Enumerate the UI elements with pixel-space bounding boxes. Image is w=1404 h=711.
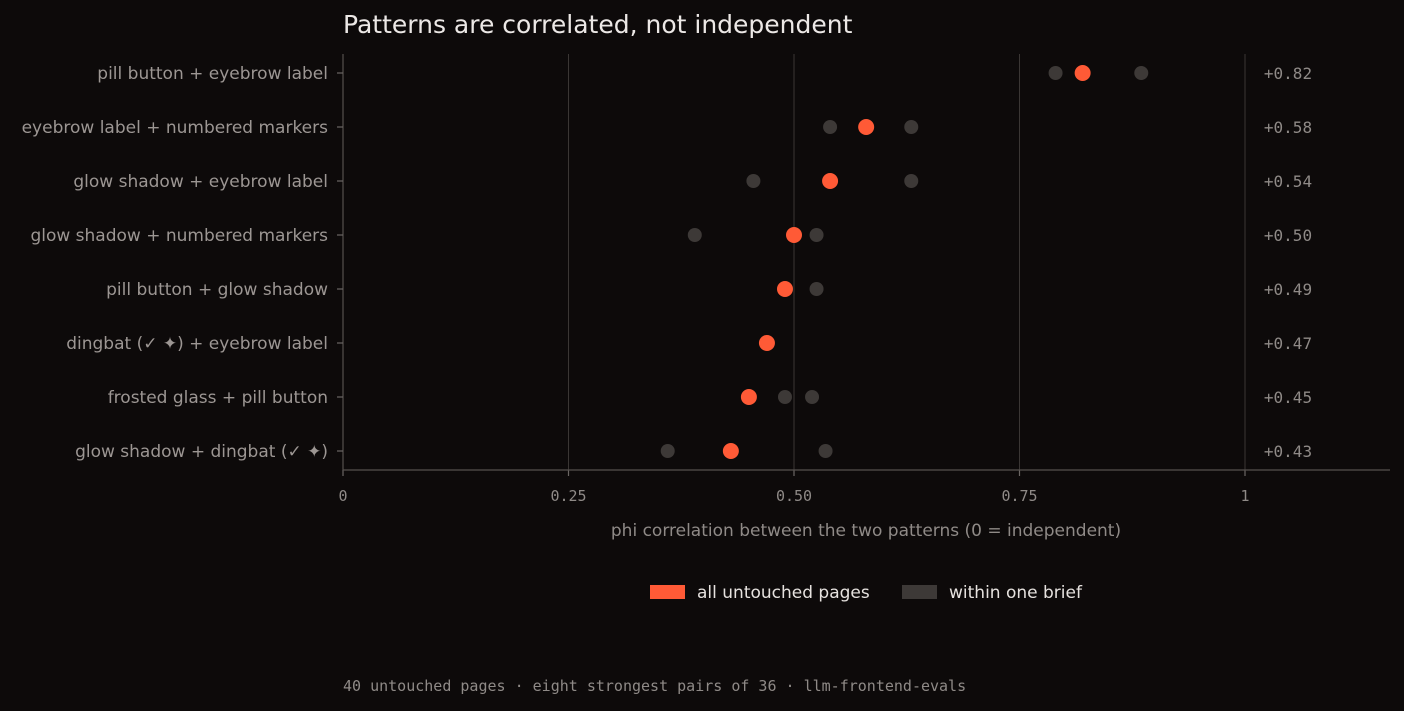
rows: pill button + eyebrow label +0.82 eyebrow … bbox=[22, 64, 1312, 462]
legend-item: within one brief bbox=[902, 583, 1083, 603]
grid bbox=[568, 54, 1246, 470]
brief-point bbox=[660, 444, 675, 458]
brief-point bbox=[823, 120, 838, 134]
value-label: +0.45 bbox=[1264, 388, 1312, 407]
pair-label: dingbat (✓ ✦) + eyebrow label bbox=[66, 334, 328, 354]
value-label: +0.47 bbox=[1264, 334, 1312, 353]
value-label: +0.54 bbox=[1264, 172, 1312, 191]
brief-point bbox=[809, 282, 824, 296]
x-tick-label: 0.25 bbox=[550, 487, 586, 505]
pair-row: eyebrow label + numbered markers +0.58 bbox=[22, 118, 1312, 138]
x-axis-title: phi correlation between the two patterns… bbox=[611, 521, 1121, 541]
x-axis: 0 0.25 0.50 0.75 1 bbox=[338, 54, 1390, 505]
pair-label: glow shadow + dingbat (✓ ✦) bbox=[75, 442, 328, 462]
x-tick-label: 1 bbox=[1240, 487, 1249, 505]
pair-row: pill button + eyebrow label +0.82 bbox=[97, 64, 1312, 84]
chart-title: Patterns are correlated, not independent bbox=[343, 10, 853, 39]
pair-row: glow shadow + eyebrow label +0.54 bbox=[73, 172, 1312, 192]
brief-point bbox=[1134, 66, 1149, 80]
brief-point bbox=[1048, 66, 1063, 80]
all-pages-point bbox=[758, 335, 775, 351]
brief-point bbox=[904, 174, 919, 188]
x-tick-label: 0.50 bbox=[776, 487, 812, 505]
all-pages-point bbox=[1074, 65, 1091, 81]
pair-row: frosted glass + pill button +0.45 bbox=[108, 388, 1312, 408]
all-pages-point bbox=[776, 281, 793, 297]
pair-label: eyebrow label + numbered markers bbox=[22, 118, 329, 138]
brief-point bbox=[746, 174, 761, 188]
all-pages-point bbox=[786, 227, 802, 243]
value-label: +0.50 bbox=[1264, 226, 1312, 245]
brief-point bbox=[777, 390, 792, 404]
legend-label: all untouched pages bbox=[697, 583, 870, 603]
pair-row: glow shadow + numbered markers +0.50 bbox=[30, 226, 1312, 246]
legend-label: within one brief bbox=[949, 583, 1083, 603]
all-pages-point bbox=[740, 389, 757, 405]
brief-point bbox=[805, 390, 820, 404]
pair-label: pill button + eyebrow label bbox=[97, 64, 328, 84]
footer-note: 40 untouched pages · eight strongest pai… bbox=[343, 677, 966, 695]
value-label: +0.58 bbox=[1264, 118, 1312, 137]
pair-label: frosted glass + pill button bbox=[108, 388, 328, 408]
legend-item: all untouched pages bbox=[650, 583, 870, 603]
all-pages-point bbox=[858, 119, 875, 135]
pair-label: glow shadow + numbered markers bbox=[30, 226, 328, 246]
x-tick-label: 0.75 bbox=[1001, 487, 1037, 505]
all-pages-point bbox=[722, 443, 739, 459]
pair-row: dingbat (✓ ✦) + eyebrow label +0.47 bbox=[66, 334, 1312, 354]
brief-point bbox=[818, 444, 833, 458]
brief-point bbox=[809, 228, 824, 242]
value-label: +0.49 bbox=[1264, 280, 1312, 299]
value-label: +0.43 bbox=[1264, 442, 1312, 461]
legend: all untouched pages within one brief bbox=[650, 583, 1083, 603]
brief-point bbox=[687, 228, 702, 242]
pair-row: glow shadow + dingbat (✓ ✦) +0.43 bbox=[75, 442, 1312, 462]
pair-row: pill button + glow shadow +0.49 bbox=[106, 280, 1312, 300]
pair-label: glow shadow + eyebrow label bbox=[73, 172, 328, 192]
brief-point bbox=[904, 120, 919, 134]
pair-label: pill button + glow shadow bbox=[106, 280, 328, 300]
legend-swatch bbox=[650, 585, 685, 599]
all-pages-point bbox=[822, 173, 839, 189]
x-tick-label: 0 bbox=[338, 487, 347, 505]
value-label: +0.82 bbox=[1264, 64, 1312, 83]
legend-swatch bbox=[902, 585, 937, 599]
